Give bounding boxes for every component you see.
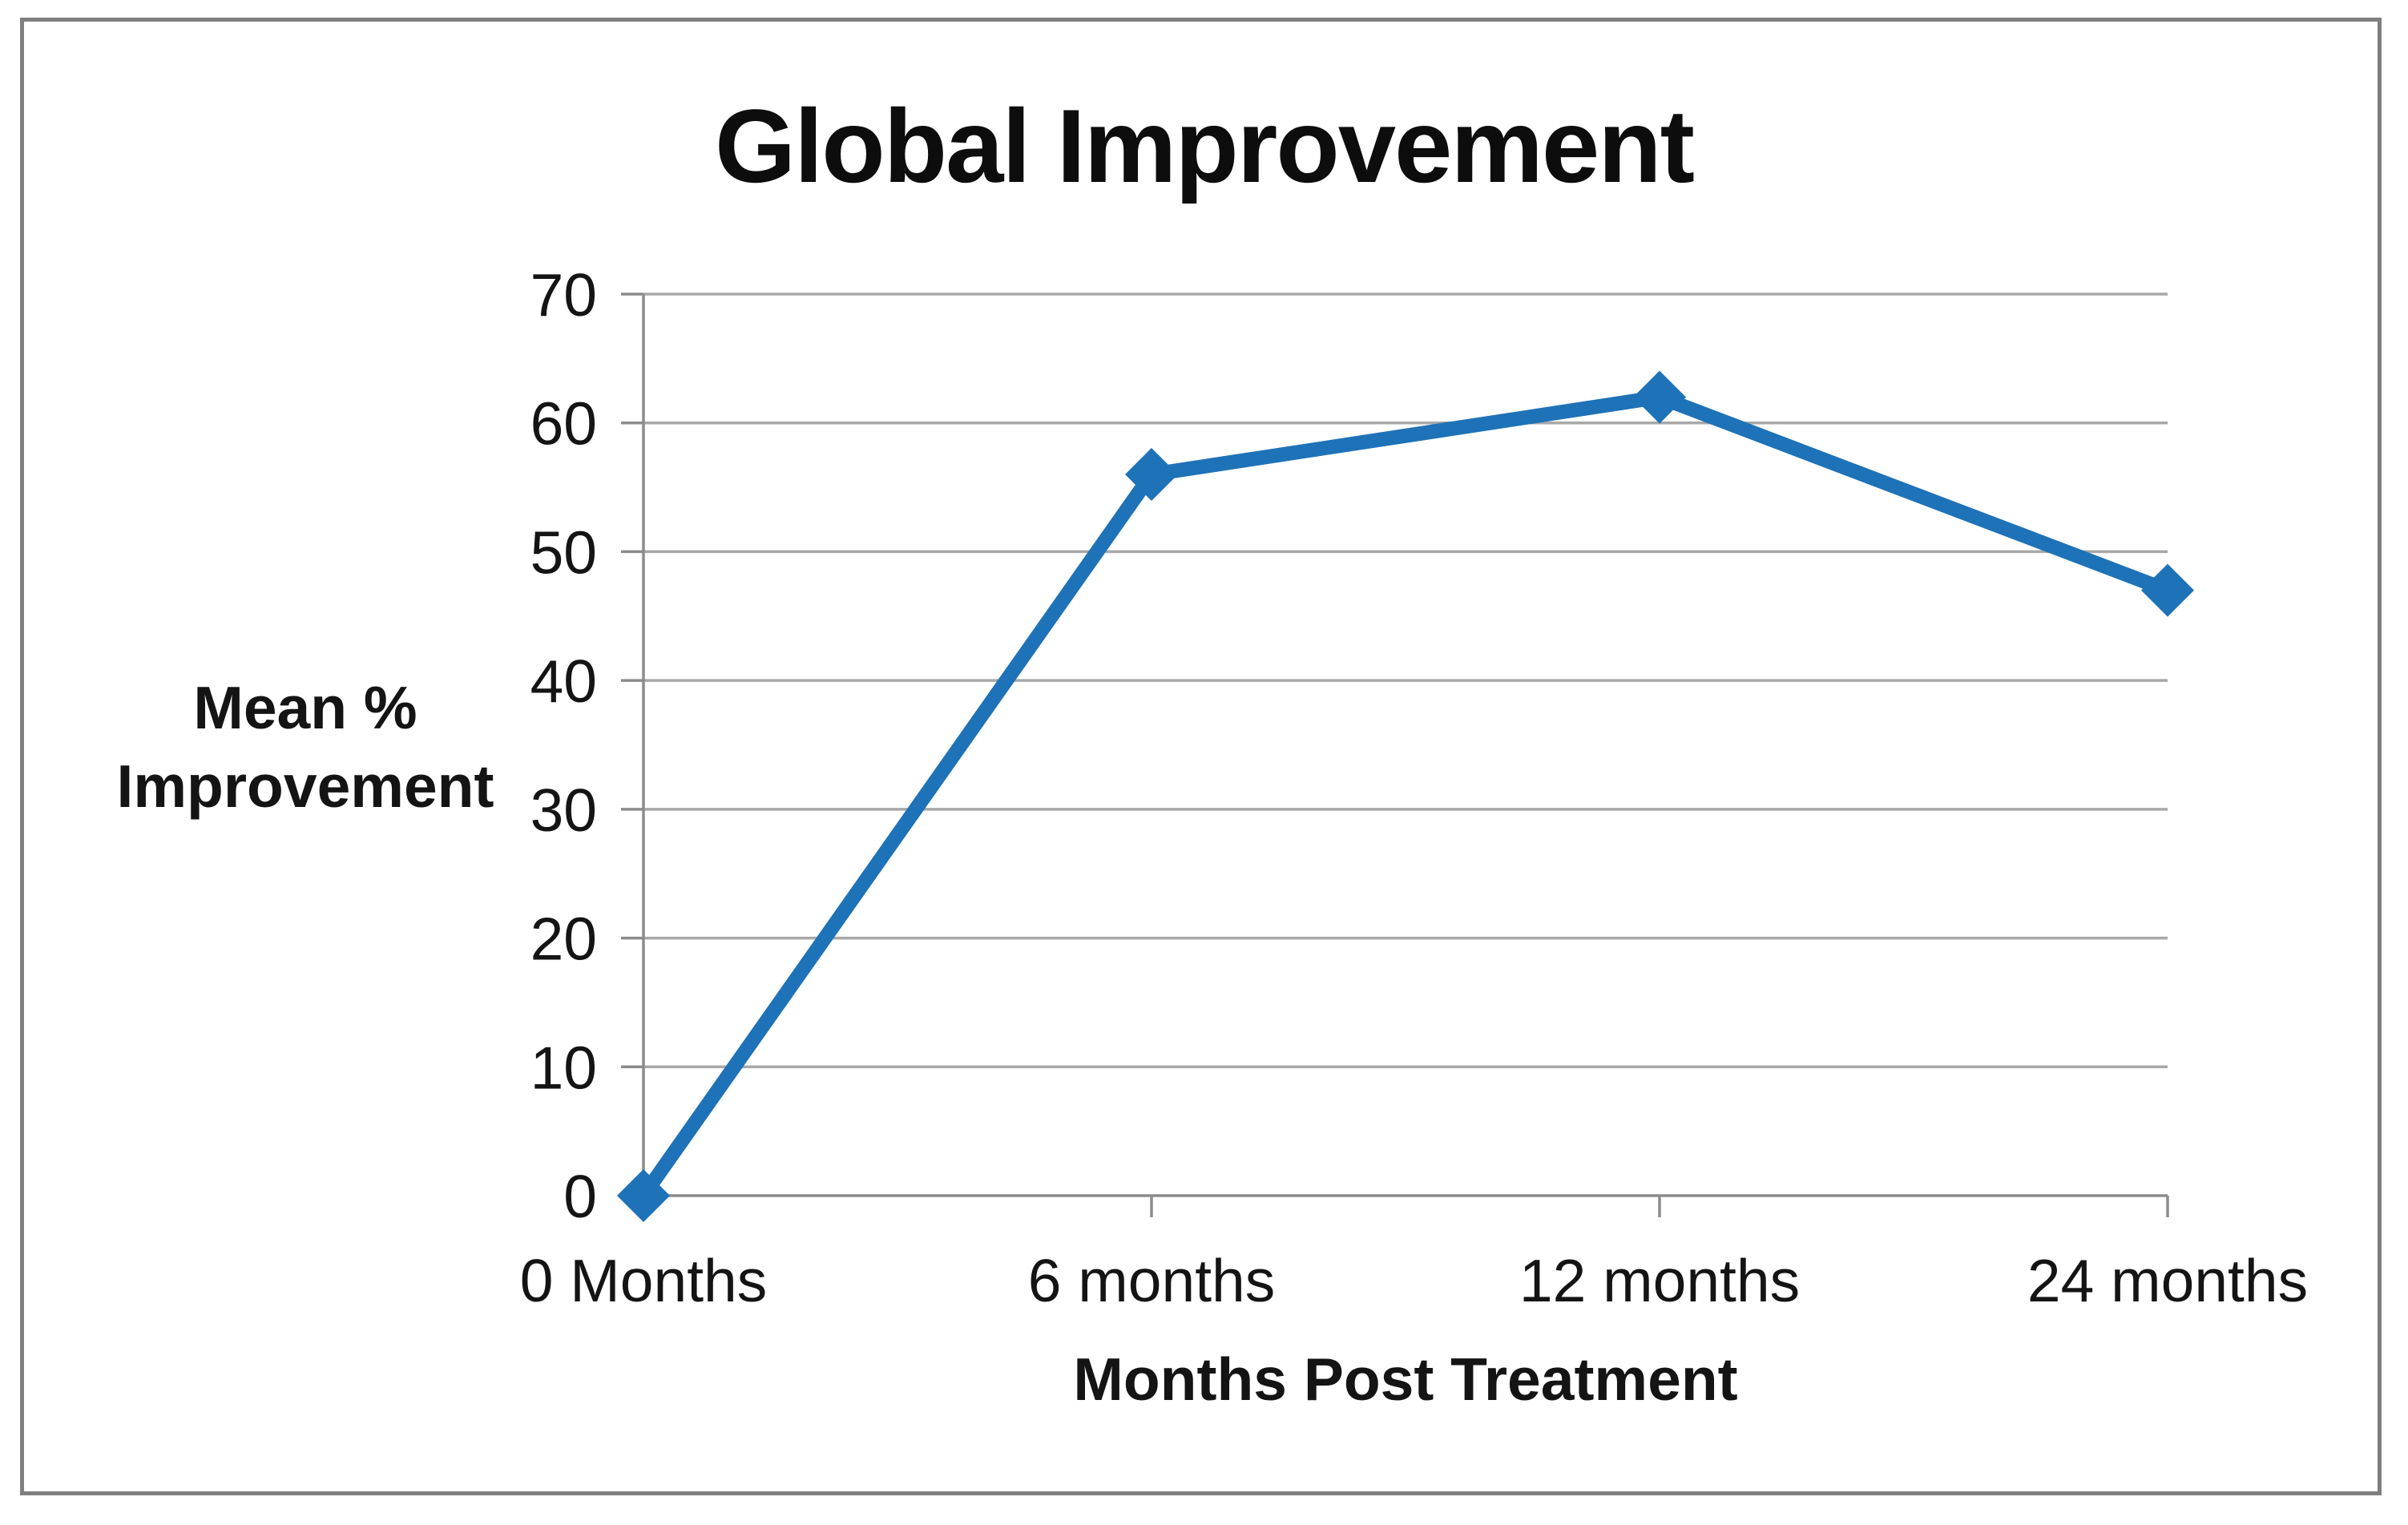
x-tick-label-2: 12 months [1519, 1247, 1800, 1314]
marker-point-3 [2141, 563, 2194, 617]
y-axis-title: Mean % Improvement [116, 674, 494, 820]
y-tick-label-20: 20 [530, 906, 597, 973]
y-tick-label-0: 0 [563, 1163, 597, 1230]
x-tick-label-3: 24 months [2027, 1247, 2308, 1314]
marker-point-0 [617, 1169, 670, 1222]
marker-point-2 [1633, 370, 1686, 424]
x-tick-label-1: 6 months [1028, 1247, 1276, 1314]
y-tick-label-40: 40 [530, 648, 597, 715]
chart-border-frame [20, 18, 2382, 1495]
x-axis-title: Months Post Treatment [1073, 1345, 1738, 1413]
x-tick-label-0: 0 Months [520, 1247, 768, 1314]
marker-point-1 [1125, 448, 1178, 501]
y-tick-label-60: 60 [530, 390, 597, 458]
series-line [636, 389, 2175, 1203]
y-tick-label-10: 10 [530, 1034, 597, 1101]
y-tick-label-30: 30 [530, 777, 597, 844]
chart-title: Global Improvement [715, 87, 1695, 204]
y-tick-label-50: 50 [530, 518, 597, 586]
y-tick-label-70: 70 [530, 261, 597, 329]
